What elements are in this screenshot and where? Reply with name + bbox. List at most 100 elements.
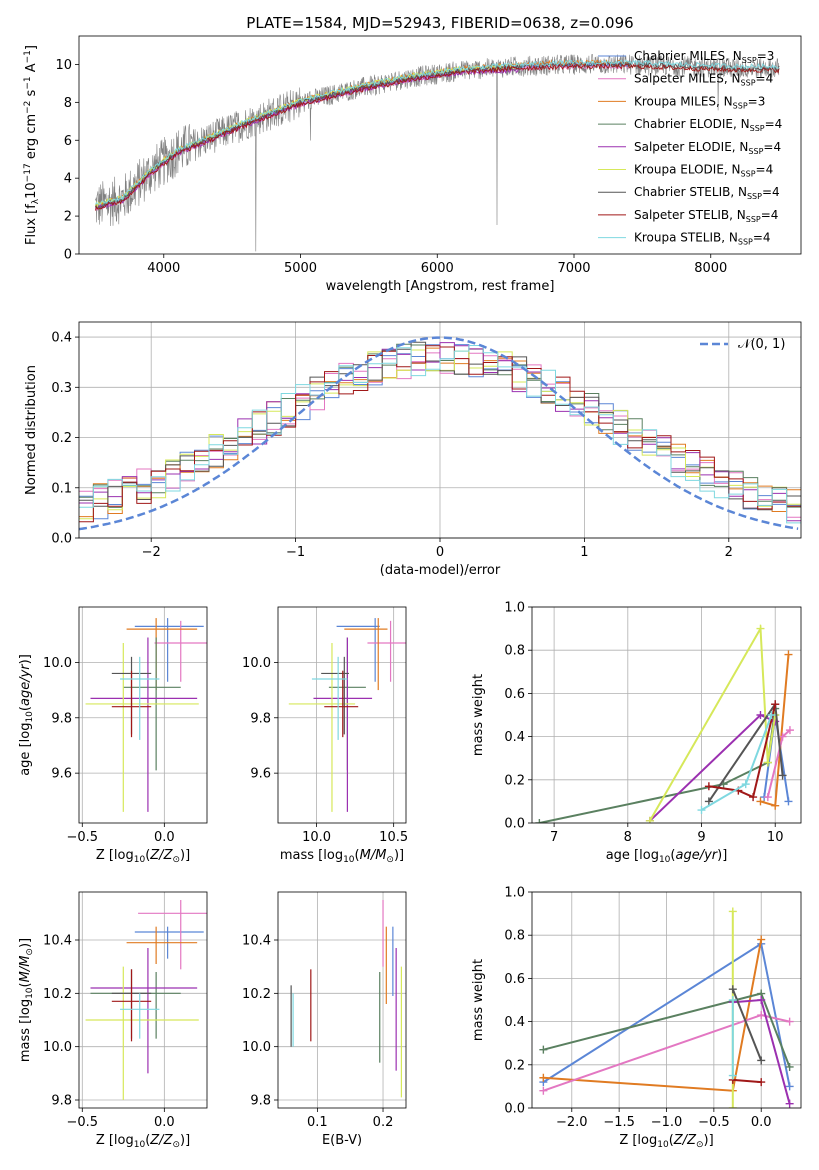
weight-marker-kroupa_miles: [771, 801, 780, 810]
y-tick-label: 0.0: [504, 817, 525, 832]
x-tick-label: 5000: [284, 261, 317, 276]
y-tick-label: 0.8: [504, 644, 525, 659]
y-tick-label: 0.0: [504, 1102, 525, 1117]
legend-label-chabrier_elodie: Chabrier ELODIE, NSSP=4: [634, 117, 782, 133]
legend-label-kroupa_miles: Kroupa MILES, NSSP=3: [634, 94, 765, 110]
x-tick-label: 0: [436, 545, 444, 560]
y-tick-label: 0.6: [504, 972, 525, 987]
legend-label-salpeter_elodie: Salpeter ELODIE, NSSP=4: [634, 140, 781, 156]
legend-label-salpeter_stelib: Salpeter STELIB, NSSP=4: [634, 208, 778, 224]
weight-marker-chabrier_elodie: [535, 819, 544, 823]
y-tick-label: 10.4: [43, 934, 72, 949]
y-tick-label: 4: [64, 172, 72, 187]
y-axis-label: mass weight: [471, 959, 486, 1041]
y-tick-label: 10.0: [43, 1040, 72, 1055]
weight-marker-kroupa_elodie: [645, 816, 654, 823]
y-tick-label: 0.3: [51, 381, 72, 396]
axes-frame: [277, 606, 407, 824]
weight-marker-salpeter_stelib: [757, 1078, 766, 1087]
age-weight-panel: 7 8 9 10 0.0 0.2 0.4 0.6 0.8 1.0 age [log10(age/yr…: [471, 601, 802, 865]
axes-frame: [78, 606, 208, 824]
residual-histogram-salpeter_stelib: [79, 345, 801, 523]
y-tick-label: 0.2: [504, 1058, 525, 1073]
weight-marker-salpeter_elodie: [756, 711, 765, 719]
legend-label-gaussian: 𝒩(0, 1): [738, 337, 785, 352]
y-tick-label: 10.0: [242, 1040, 271, 1055]
residual-histogram-salpeter_elodie: [79, 342, 801, 522]
y-tick-label: 9.6: [51, 767, 72, 782]
x-tick-label: 10.0: [302, 830, 331, 845]
weight-marker-chabrier_stelib: [704, 797, 713, 806]
x-tick-label: 6000: [421, 261, 454, 276]
weight-marker-salpeter_miles: [778, 732, 787, 741]
plot-area: [79, 336, 801, 531]
x-tick-label: 0.1: [307, 1115, 328, 1130]
y-tick-label: 9.8: [51, 1094, 72, 1109]
x-tick-label: 10.5: [379, 830, 408, 845]
x-axis-label: Z [log10(Z/Z⊙)]: [619, 1133, 713, 1150]
y-tick-label: 10.4: [242, 934, 271, 949]
weight-marker-chabrier_miles: [785, 1082, 794, 1091]
weight-marker-kroupa_elodie: [756, 624, 765, 633]
y-axis-label: mass weight: [471, 674, 486, 756]
x-tick-label: 4000: [147, 261, 180, 276]
weight-line-salpeter_stelib: [708, 703, 777, 799]
x-axis-label: age [log10(age/yr)]: [606, 848, 728, 865]
weight-marker-kroupa_elodie: [763, 758, 772, 767]
weight-line-salpeter_stelib: [732, 1078, 762, 1084]
y-tick-label: 2: [64, 210, 72, 225]
weight-marker-salpeter_stelib: [771, 700, 780, 709]
axes-frame: [78, 891, 208, 1109]
weight-marker-kroupa_stelib: [741, 780, 750, 789]
weight-marker-chabrier_elodie: [785, 1062, 794, 1071]
x-tick-label: 7: [550, 830, 558, 845]
weight-marker-kroupa_stelib: [728, 1071, 737, 1080]
y-tick-label: 9.8: [250, 711, 271, 726]
plot-area: [539, 907, 794, 1108]
metallicity-mass-panel: −0.5 0.0 9.8 10.0 10.2 10.4 Z [log10(Z/Z⊙)] mas…: [18, 891, 208, 1150]
x-tick-label: 2: [725, 545, 733, 560]
metallicity-age-panel: −0.5 0.0 9.6 9.8 10.0 Z [log10(Z/Z⊙)] age [log…: [18, 606, 208, 865]
y-tick-label: 0.0: [51, 532, 72, 547]
y-tick-label: 10.0: [242, 656, 271, 671]
x-axis-label: wavelength [Angstrom, rest frame]: [326, 279, 555, 294]
metallicity-weight-panel: −2.0 −1.5 −1.0 −0.5 0.0 0.0 0.2 0.4 0.6 0.8 1.0 Z […: [471, 886, 802, 1150]
weight-marker-kroupa_stelib: [728, 996, 737, 1004]
weight-marker-salpeter_miles: [785, 726, 794, 735]
weight-marker-chabrier_miles: [784, 797, 793, 806]
x-tick-label: 10: [767, 830, 784, 845]
x-tick-label: 8000: [694, 261, 727, 276]
y-tick-label: 9.6: [250, 767, 271, 782]
legend-label-kroupa_elodie: Kroupa ELODIE, NSSP=4: [634, 163, 773, 179]
weight-marker-kroupa_stelib: [767, 711, 776, 719]
y-axis-label: age [log10(age/yr)]: [18, 654, 35, 776]
weight-marker-salpeter_elodie: [785, 1099, 794, 1108]
x-tick-label: −2: [142, 545, 161, 560]
x-tick-label: 0.0: [751, 1115, 772, 1130]
weight-line-kroupa_elodie: [649, 625, 777, 822]
weight-marker-kroupa_miles: [784, 650, 793, 659]
x-axis-label: E(B-V): [322, 1133, 362, 1148]
weight-marker-chabrier_elodie: [539, 1045, 548, 1054]
x-tick-label: −0.5: [66, 830, 98, 845]
x-tick-label: 0.2: [373, 1115, 394, 1130]
x-tick-label: 7000: [557, 261, 590, 276]
weight-marker-salpeter_miles: [539, 1086, 548, 1095]
legend-label-salpeter_miles: Salpeter MILES, NSSP=4: [634, 72, 773, 88]
weight-marker-kroupa_elodie: [728, 907, 737, 916]
axes-frame: [78, 35, 802, 255]
weight-marker-salpeter_stelib: [749, 793, 758, 802]
x-tick-label: −1.5: [603, 1115, 635, 1130]
y-tick-label: 6: [64, 134, 72, 149]
spectrum-panel: 4000 5000 6000 7000 8000 0 2 4 6 8 10 wavelength [A…: [23, 35, 802, 294]
y-axis-label: mass [log10(M/M⊙)]: [18, 938, 35, 1062]
x-axis-label: Z [log10(Z/Z⊙)]: [96, 848, 190, 865]
axes-frame: [531, 606, 802, 824]
legend-label-chabrier_stelib: Chabrier STELIB, NSSP=4: [634, 185, 780, 201]
weight-marker-chabrier_stelib: [757, 1056, 766, 1065]
plot-area: [535, 624, 794, 823]
weight-line-chabrier_stelib: [731, 988, 763, 1061]
x-tick-label: −2.0: [556, 1115, 588, 1130]
